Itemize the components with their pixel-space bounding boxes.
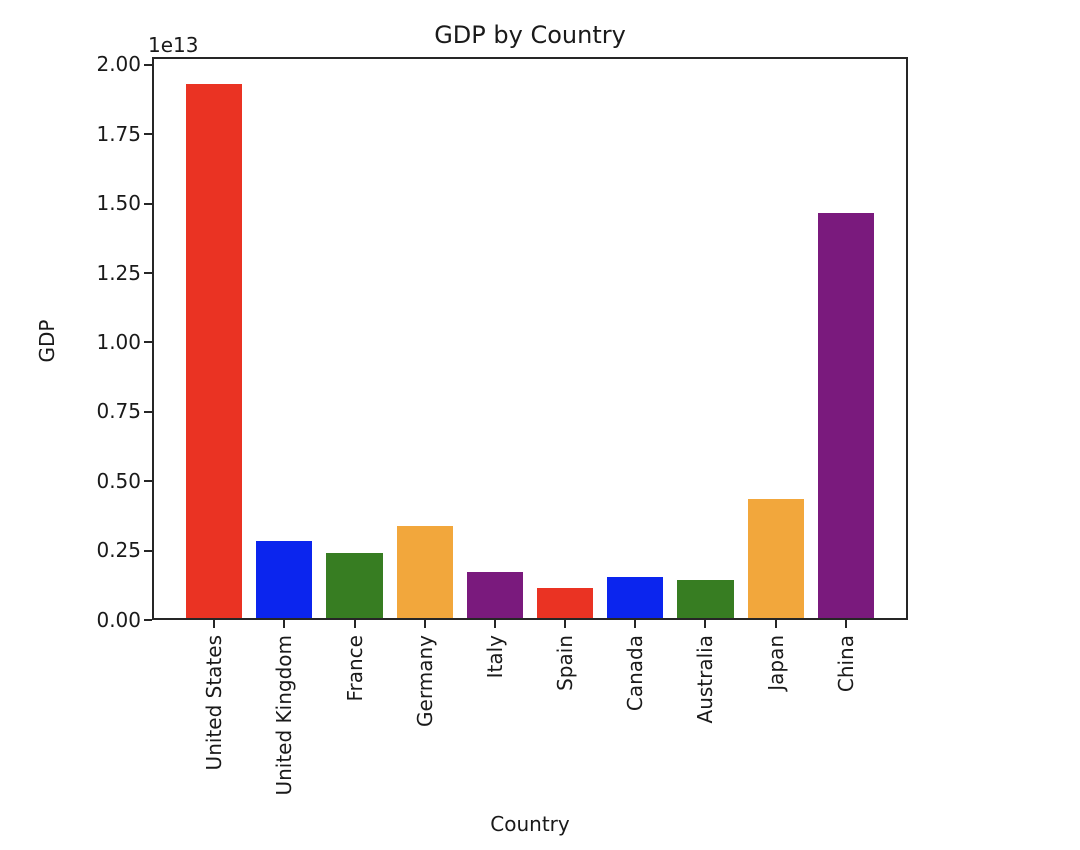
- y-tick-mark: [144, 63, 152, 66]
- x-tick-label: Italy: [482, 635, 507, 679]
- y-tick-label: 0.50: [96, 468, 141, 493]
- x-tick-label: Spain: [553, 635, 578, 691]
- y-tick-label: 2.00: [96, 52, 141, 77]
- y-tick-mark: [144, 272, 152, 275]
- y-tick-mark: [144, 341, 152, 344]
- y-tick-label: 1.75: [96, 121, 141, 146]
- x-tick-label: China: [833, 635, 858, 693]
- y-tick-label: 1.50: [96, 191, 141, 216]
- x-tick-mark: [564, 620, 567, 628]
- bar-united-states: [186, 83, 243, 620]
- x-tick-mark: [844, 620, 847, 628]
- y-tick-mark: [144, 133, 152, 136]
- chart-title: GDP by Country: [434, 21, 626, 49]
- x-tick-label: Germany: [412, 635, 437, 727]
- x-tick-mark: [423, 620, 426, 628]
- y-tick-label: 0.00: [96, 607, 141, 632]
- bar-australia: [677, 580, 734, 620]
- x-tick-mark: [774, 620, 777, 628]
- y-tick-mark: [144, 549, 152, 552]
- x-tick-mark: [704, 620, 707, 628]
- bar-france: [326, 553, 383, 620]
- x-tick-mark: [213, 620, 216, 628]
- y-tick-label: 0.75: [96, 399, 141, 424]
- x-tick-mark: [353, 620, 356, 628]
- y-tick-mark: [144, 480, 152, 483]
- y-tick-mark: [144, 410, 152, 413]
- bar-italy: [466, 572, 523, 620]
- y-tick-label: 1.25: [96, 260, 141, 285]
- y-axis-offset-text: 1e13: [148, 33, 199, 57]
- x-tick-label: United Kingdom: [272, 635, 297, 796]
- bar-spain: [537, 587, 594, 620]
- y-tick-mark: [144, 619, 152, 621]
- x-tick-label: Australia: [693, 635, 718, 724]
- x-tick-label: Japan: [763, 635, 788, 691]
- bar-japan: [747, 498, 804, 620]
- bar-united-kingdom: [256, 540, 313, 620]
- x-tick-label: Canada: [623, 635, 648, 712]
- x-tick-mark: [634, 620, 637, 628]
- y-tick-mark: [144, 202, 152, 205]
- x-tick-label: United States: [202, 635, 227, 771]
- y-tick-label: 1.00: [96, 329, 141, 354]
- x-axis-label: Country: [490, 812, 570, 836]
- x-tick-mark: [493, 620, 496, 628]
- bar-china: [817, 212, 874, 620]
- x-tick-mark: [283, 620, 286, 628]
- bar-germany: [396, 525, 453, 620]
- bar-canada: [607, 576, 664, 620]
- y-tick-label: 0.25: [96, 538, 141, 563]
- x-tick-label: France: [342, 635, 367, 702]
